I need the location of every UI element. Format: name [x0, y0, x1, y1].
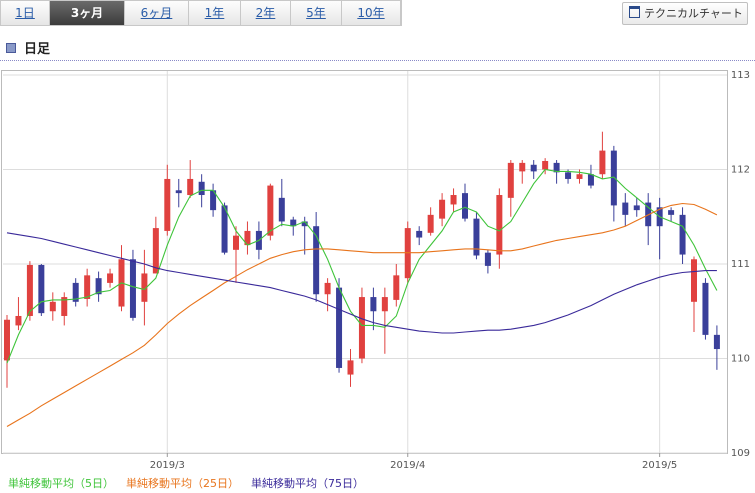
candle-body	[198, 181, 205, 196]
candle-body	[267, 185, 274, 236]
candle-body	[152, 228, 159, 274]
candle-body	[530, 164, 537, 172]
period-tabs: 1日 3ヶ月 6ヶ月 1年 2年 5年 10年	[0, 0, 402, 26]
candle-body	[462, 193, 468, 219]
period-tab[interactable]: 6ヶ月	[125, 1, 189, 25]
y-tick-label: 110	[731, 354, 750, 365]
period-tab[interactable]: 3ヶ月	[50, 1, 125, 25]
candle-body	[301, 221, 308, 227]
y-tick-label: 112	[731, 165, 750, 176]
period-tab[interactable]: 1年	[189, 1, 241, 25]
legend-entry: 単純移動平均（75日）	[251, 476, 364, 490]
x-tick-label: 2019/4	[390, 460, 425, 471]
ma-line	[6, 202, 718, 427]
candle-body	[439, 199, 446, 219]
period-tab[interactable]: 5年	[291, 1, 342, 25]
ma-line	[6, 232, 717, 334]
candle-body	[370, 297, 377, 312]
candle-body	[72, 282, 79, 302]
period-tab[interactable]: 2年	[241, 1, 291, 25]
candle-body	[61, 297, 68, 316]
candle-body	[668, 210, 675, 215]
y-tick-label: 109	[731, 448, 750, 459]
heading: 日足	[6, 38, 50, 57]
ma-line	[6, 168, 718, 364]
candle-body	[610, 150, 617, 206]
candle-body	[244, 230, 251, 246]
candle-body	[164, 178, 171, 231]
candle-body	[473, 218, 480, 256]
legend-entry: 単純移動平均（25日）	[126, 476, 239, 490]
candle-body	[496, 195, 503, 255]
x-tick-label: 2019/5	[642, 460, 677, 471]
candle-body	[15, 315, 22, 326]
candle-body	[416, 230, 423, 238]
candle-body	[633, 205, 640, 211]
heading-text: 日足	[24, 42, 51, 57]
candle-body	[278, 197, 285, 222]
candle-body	[393, 275, 400, 300]
period-tab[interactable]: 1日	[1, 1, 50, 25]
candle-body	[313, 226, 320, 295]
candle-body	[358, 297, 365, 359]
y-tick-label: 111	[731, 259, 750, 270]
period-tab[interactable]: 10年	[342, 1, 401, 25]
candle-body	[484, 252, 491, 266]
candle-body	[49, 301, 56, 312]
button-label: テクニカルチャート	[644, 7, 743, 20]
candle-body	[565, 172, 572, 179]
candle-body	[507, 162, 514, 198]
candle-body	[221, 205, 228, 253]
candle-body	[4, 319, 10, 361]
candle-body	[324, 282, 331, 295]
divider	[0, 60, 755, 61]
y-tick-label: 113	[731, 70, 750, 81]
candle-body	[599, 150, 606, 175]
candle-body	[129, 259, 136, 318]
candle-body	[576, 174, 583, 179]
candle-body	[233, 235, 239, 250]
candle-body	[450, 195, 457, 205]
candle-body	[107, 273, 114, 283]
candle-body	[141, 273, 148, 302]
plot-frame	[1, 70, 728, 454]
candle-body	[713, 334, 720, 350]
candle-body	[187, 178, 194, 196]
candle-body	[553, 162, 560, 173]
candle-body	[38, 264, 45, 314]
candle-body	[84, 275, 91, 299]
x-tick-label: 2019/3	[150, 460, 185, 471]
candle-body	[336, 287, 343, 368]
candle-body	[427, 214, 434, 233]
candle-body	[175, 190, 182, 194]
legend-entry: 単純移動平均（5日）	[8, 476, 114, 490]
candle-body	[26, 264, 33, 316]
candle-body	[290, 219, 297, 227]
technical-chart-button[interactable]: テクニカルチャート	[622, 2, 748, 25]
candle-body	[347, 360, 354, 375]
candle-body	[210, 190, 217, 211]
candle-body	[587, 174, 594, 186]
candle-body	[679, 214, 686, 255]
candle-body	[381, 297, 388, 312]
candle-body	[691, 259, 697, 302]
candle-body	[519, 162, 526, 172]
candle-body	[542, 160, 549, 170]
candle-body	[702, 282, 709, 335]
candle-body	[622, 202, 629, 215]
candle-body	[95, 278, 102, 295]
